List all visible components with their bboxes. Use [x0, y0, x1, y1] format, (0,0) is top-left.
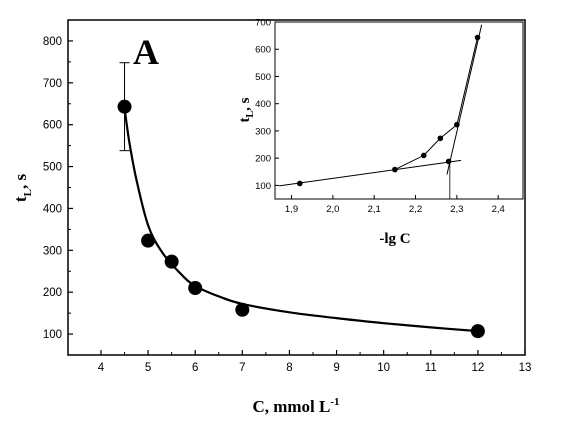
inset-y-tick-label: 200	[255, 154, 271, 165]
x-tick-label: 8	[286, 362, 292, 374]
inset-y-tick-label: 100	[255, 181, 271, 192]
inset-y-axis-label-main: t	[237, 118, 253, 123]
data-point	[235, 302, 250, 317]
inset-data-point	[454, 121, 460, 128]
inset-fit-line	[279, 159, 462, 187]
inset-axis-ticks: 1,9 2,0 2,1 2,2 2,3 2,4 100 200 300 400 500 600 700	[255, 18, 505, 216]
inset-plot-frame	[274, 21, 524, 200]
data-points	[117, 99, 485, 339]
inset-y-axis-label: tL, s	[237, 97, 256, 122]
x-axis-label-main: C, mmol L	[252, 397, 330, 416]
panel-label: A	[133, 32, 159, 72]
x-axis-label-sup: -1	[330, 396, 339, 408]
inset-y-tick-label: 700	[255, 18, 271, 29]
inset-y-tick-label: 400	[255, 99, 271, 110]
inset-data-point	[474, 34, 481, 41]
main-plot: 4 5 6 7 8 9 10 11 12 13 100 200 300 400 500 600 700 800 A…	[11, 19, 532, 416]
inset-y-tick-label: 600	[255, 45, 271, 56]
y-tick-label: 600	[43, 120, 62, 132]
x-tick-label: 10	[377, 362, 390, 374]
inset-data-point	[421, 152, 427, 159]
inset-x-tick-label: 1,9	[285, 204, 298, 215]
y-axis-label: tL, s	[11, 174, 34, 203]
main-axis-ticks: 4 5 6 7 8 9 10 11 12 13 100 200 300 400 500 600 700 800	[43, 36, 532, 374]
inset-fit-lines	[279, 24, 483, 199]
inset-data-point	[437, 135, 444, 142]
y-tick-label: 100	[43, 329, 62, 341]
x-axis-label: C, mmol L-1	[252, 396, 339, 416]
inset-x-tick-label: 2,0	[326, 204, 339, 215]
inset-data-point	[297, 180, 303, 187]
inset-plot: 1,9 2,0 2,1 2,2 2,3 2,4100200300400500600700 …	[237, 18, 524, 247]
y-axis-label-main: t	[11, 196, 30, 202]
x-tick-label: 7	[239, 362, 245, 374]
inset-fit-line	[446, 24, 483, 175]
y-tick-label: 800	[43, 36, 62, 48]
data-point	[470, 324, 485, 339]
x-tick-label: 6	[192, 362, 198, 374]
y-axis-label-tail: , s	[11, 174, 30, 190]
x-tick-label: 12	[471, 362, 484, 374]
inset-x-tick-label: 2,4	[492, 204, 505, 215]
fit-curve	[123, 107, 478, 333]
data-point	[141, 233, 156, 248]
data-point	[164, 254, 179, 269]
inset-x-tick-label: 2,1	[368, 204, 381, 215]
y-tick-label: 300	[43, 245, 62, 257]
y-tick-label: 400	[43, 203, 62, 215]
x-tick-label: 13	[519, 362, 532, 374]
y-tick-label: 200	[43, 287, 62, 299]
inset-y-tick-label: 500	[255, 72, 271, 83]
inset-data-points	[297, 34, 481, 187]
inset-x-tick-label: 2,3	[450, 204, 463, 215]
x-tick-label: 11	[425, 362, 437, 374]
inset-y-tick-label: 300	[255, 126, 271, 137]
x-tick-label: 4	[98, 362, 105, 374]
y-tick-label: 700	[43, 78, 62, 90]
inset-data-point	[445, 158, 452, 165]
inset-x-tick-label: 2,2	[409, 204, 422, 215]
y-axis-label-sub: L	[22, 189, 34, 196]
inset-y-axis-label-sub: L	[245, 111, 256, 118]
inset-y-axis-label-tail: , s	[237, 97, 253, 111]
x-tick-label: 9	[333, 362, 339, 374]
x-tick-label: 5	[145, 362, 151, 374]
data-point	[117, 99, 132, 114]
inset-x-axis-label: -lg C	[379, 231, 410, 247]
y-tick-label: 500	[43, 162, 62, 174]
data-point	[188, 281, 203, 295]
inset-data-point	[392, 166, 398, 173]
